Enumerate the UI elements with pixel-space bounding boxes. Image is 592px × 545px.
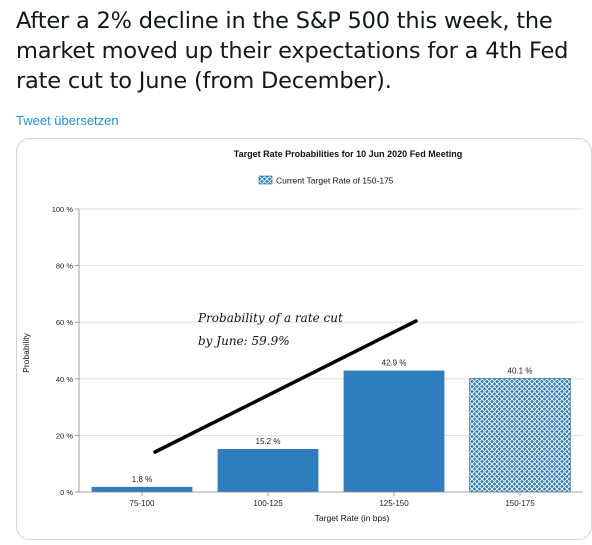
bar-value-label: 40.1 % bbox=[508, 367, 533, 376]
x-tick-label: 100-125 bbox=[253, 499, 283, 508]
legend-label: Current Target Rate of 150-175 bbox=[276, 176, 394, 186]
legend-swatch bbox=[258, 175, 273, 185]
y-tick-label: 80 % bbox=[56, 262, 73, 271]
bar-value-label: 1.8 % bbox=[132, 475, 152, 484]
x-tick-label: 125-150 bbox=[379, 499, 409, 508]
fed-probability-chart: Target Rate Probabilities for 10 Jun 202… bbox=[21, 149, 583, 523]
x-tick-label: 75-100 bbox=[130, 499, 155, 508]
bar-125-150 bbox=[343, 370, 445, 492]
x-tick-label: 150-175 bbox=[505, 499, 535, 508]
y-tick-label: 60 % bbox=[56, 318, 73, 327]
x-axis-label: Target Rate (in bps) bbox=[315, 513, 390, 523]
translate-tweet-link[interactable]: Tweet übersetzen bbox=[16, 113, 119, 128]
annotation-trend-line bbox=[153, 319, 418, 454]
annotation-line2: by June: 59.9% bbox=[198, 334, 290, 348]
y-tick-label: 0 % bbox=[60, 488, 73, 497]
bar-75-100 bbox=[91, 486, 193, 492]
y-axis-label: Probability bbox=[21, 332, 31, 372]
chart-image-card[interactable]: Target Rate Probabilities for 10 Jun 202… bbox=[16, 138, 592, 540]
bar-150-175 bbox=[469, 378, 571, 493]
bar-value-label: 42.9 % bbox=[382, 359, 407, 368]
bar-100-125 bbox=[217, 448, 319, 492]
chart-legend: Current Target Rate of 150-175 bbox=[258, 175, 394, 186]
y-tick-label: 40 % bbox=[56, 375, 73, 384]
bar-value-label: 15.2 % bbox=[256, 437, 281, 446]
annotation-line1: Probability of a rate cut bbox=[197, 311, 343, 325]
tweet-text: After a 2% decline in the S&P 500 this w… bbox=[16, 8, 569, 94]
y-tick-label: 20 % bbox=[56, 431, 73, 440]
y-tick-label: 100 % bbox=[52, 205, 74, 214]
chart-title: Target Rate Probabilities for 10 Jun 202… bbox=[234, 149, 462, 159]
